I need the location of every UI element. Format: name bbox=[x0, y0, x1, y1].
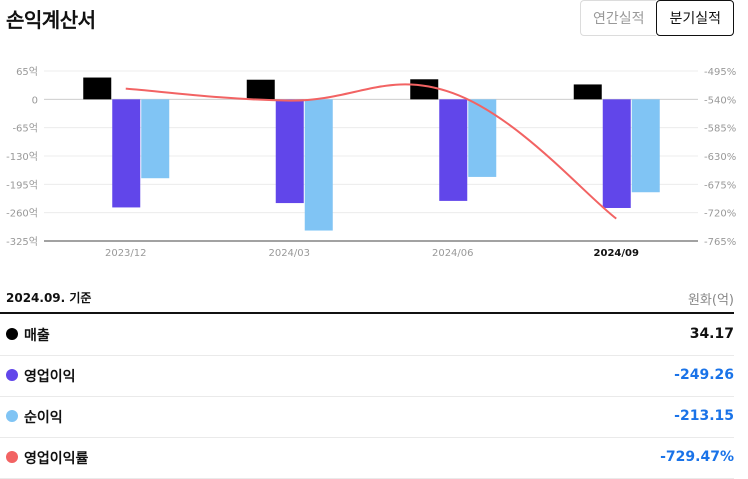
bar-operating-profit bbox=[439, 99, 468, 201]
summary-value: -213.15 bbox=[674, 408, 734, 424]
income-chart: 65억 0 -65억 -130억 -195억 -260억 -325억 -495% -540% -5… bbox=[6, 66, 736, 259]
bar-revenue bbox=[83, 77, 112, 100]
bar-net-income bbox=[304, 99, 333, 231]
bar-operating-profit bbox=[275, 99, 304, 204]
left-axis-tick-label: -195억 bbox=[6, 179, 38, 191]
page-title: 손익계산서 bbox=[6, 8, 96, 32]
summary-list: 매출 34.17 영업이익 -249.26 순이익 -213.15 영업이익률 … bbox=[0, 315, 734, 479]
bar-revenue bbox=[246, 79, 275, 100]
right-axis-tick-label: -720% bbox=[704, 209, 736, 220]
revenue-dot-icon bbox=[6, 328, 18, 340]
summary-header: 2024.09. 기준 원화(억) bbox=[0, 282, 734, 314]
summary-row-net-income: 순이익 -213.15 bbox=[0, 397, 734, 438]
bar-revenue bbox=[573, 84, 602, 100]
right-axis-tick-label: -630% bbox=[704, 152, 736, 163]
summary-label: 영업이익률 bbox=[24, 451, 89, 467]
left-axis-tick-label: 0 bbox=[32, 95, 38, 106]
summary-value: -249.26 bbox=[674, 367, 734, 383]
bar-net-income bbox=[141, 99, 170, 179]
operating-profit-dot-icon bbox=[6, 369, 18, 381]
x-axis-tick-label: 2023/12 bbox=[105, 248, 147, 259]
operating-margin-dot-icon bbox=[6, 451, 18, 463]
period-tabs: 연간실적 분기실적 bbox=[579, 0, 734, 36]
summary-row-operating-profit: 영업이익 -249.26 bbox=[0, 356, 734, 397]
summary-label: 순이익 bbox=[24, 410, 63, 426]
summary-row-revenue: 매출 34.17 bbox=[0, 315, 734, 356]
left-axis-tick-label: 65억 bbox=[16, 66, 38, 78]
line-operating-margin bbox=[125, 83, 617, 220]
summary-value: -729.47% bbox=[660, 449, 734, 465]
summary-value: 34.17 bbox=[689, 326, 734, 342]
summary-label: 매출 bbox=[24, 328, 50, 344]
left-axis-tick-label: -65억 bbox=[12, 123, 38, 135]
left-axis-tick-label: -260억 bbox=[6, 208, 38, 220]
summary-row-operating-margin: 영업이익률 -729.47% bbox=[0, 438, 734, 479]
right-axis-tick-label: -675% bbox=[704, 180, 736, 191]
net-income-dot-icon bbox=[6, 410, 18, 422]
bar-operating-profit bbox=[602, 99, 631, 208]
bar-operating-profit bbox=[112, 99, 141, 208]
bar-revenue bbox=[410, 79, 439, 100]
x-axis-tick-label: 2024/03 bbox=[268, 248, 310, 259]
tab-annual[interactable]: 연간실적 bbox=[579, 0, 657, 36]
left-axis-tick-label: -130억 bbox=[6, 151, 38, 163]
summary-label: 영업이익 bbox=[24, 369, 76, 385]
x-axis-tick-label: 2024/09 bbox=[594, 248, 639, 259]
left-axis-tick-label: -325억 bbox=[6, 236, 38, 248]
right-axis-tick-label: -495% bbox=[704, 67, 736, 78]
x-axis-tick-label: 2024/06 bbox=[432, 248, 474, 259]
bar-net-income bbox=[468, 99, 497, 177]
right-axis-tick-label: -765% bbox=[704, 237, 736, 248]
right-axis-tick-label: -540% bbox=[704, 95, 736, 106]
unit-label: 원화(억) bbox=[687, 293, 734, 308]
basis-date: 2024.09. 기준 bbox=[6, 291, 92, 305]
tab-quarterly[interactable]: 분기실적 bbox=[656, 0, 734, 36]
bar-net-income bbox=[631, 99, 660, 193]
right-axis-tick-label: -585% bbox=[704, 124, 736, 135]
